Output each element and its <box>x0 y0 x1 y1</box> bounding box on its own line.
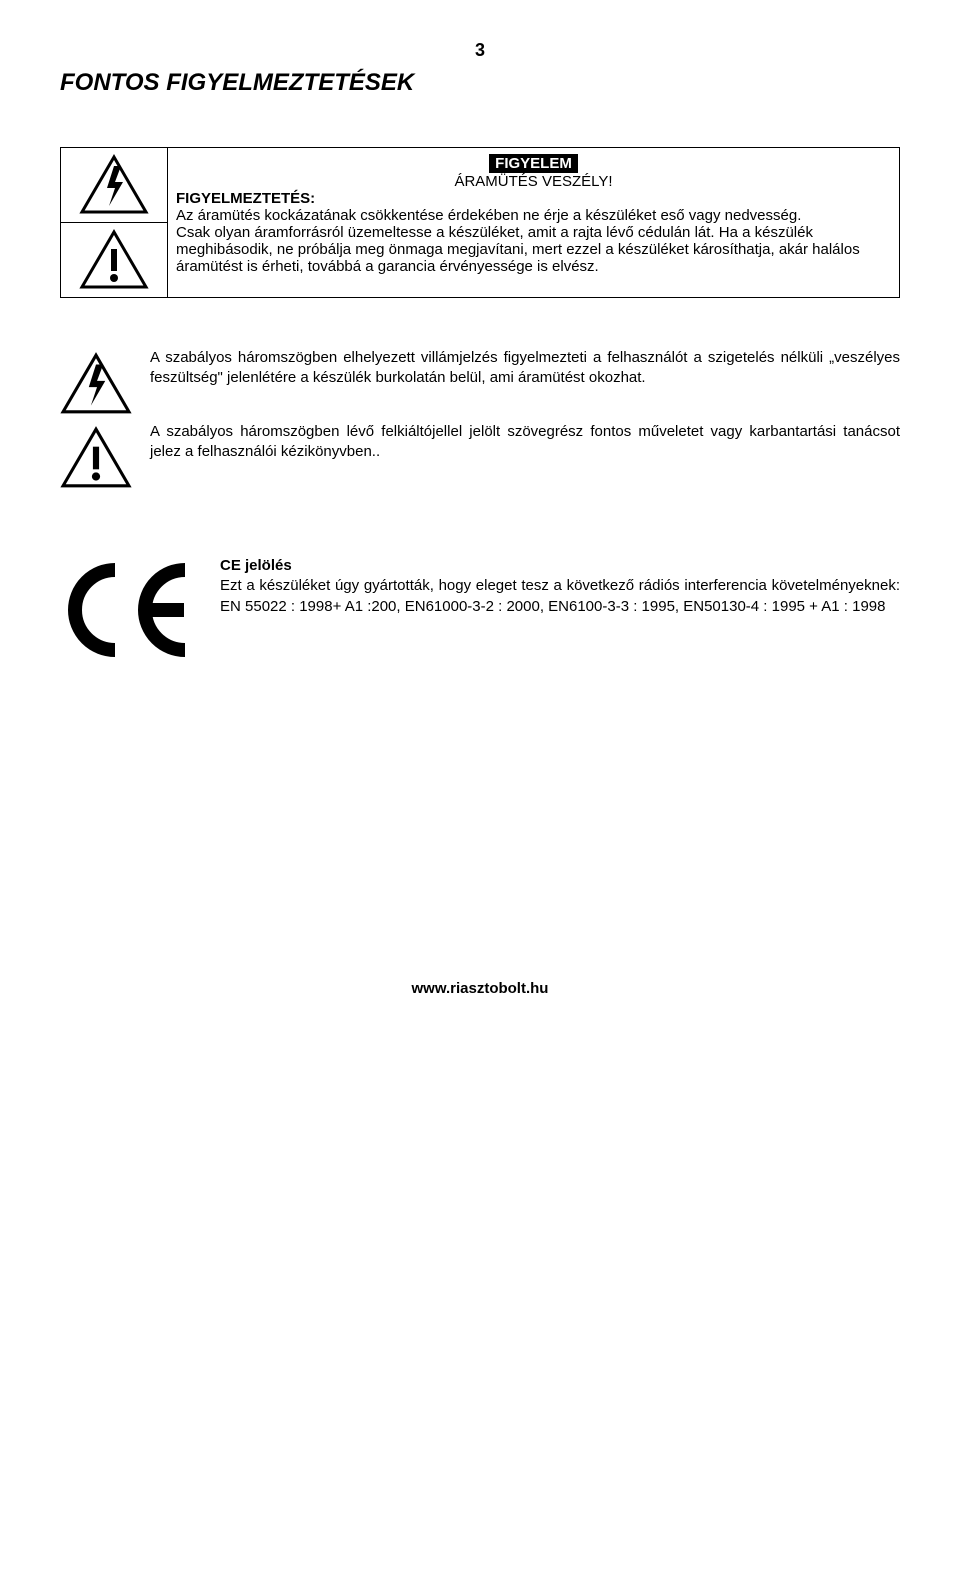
ce-mark-icon <box>60 560 200 660</box>
lightning-explanation: A szabályos háromszögben elhelyezett vil… <box>60 348 900 496</box>
aramutes-row: ÁRAMÜTÉS VESZÉLY! <box>176 173 891 190</box>
footer-url: www.riasztobolt.hu <box>60 980 900 997</box>
ce-title: CE jelölés <box>220 557 292 574</box>
exclaim-icon-float <box>60 426 132 490</box>
main-title: FONTOS FIGYELMEZTETÉSEK <box>60 69 900 97</box>
exclaim-icon-cell <box>61 223 168 298</box>
ce-section: CE jelölés Ezt a készüléket úgy gyártott… <box>60 556 900 660</box>
warning-table: FIGYELEM ÁRAMÜTÉS VESZÉLY! FIGYELMEZTETÉ… <box>60 147 900 298</box>
lightning-icon-float <box>60 352 132 416</box>
lightning-icon-cell <box>61 148 168 223</box>
lightning-triangle-icon <box>60 352 132 416</box>
warning-text-1: Az áramütés kockázatának csökkentése érd… <box>176 207 801 224</box>
exclaim-triangle-icon <box>60 426 132 490</box>
lightning-triangle-icon <box>79 154 149 216</box>
figyelmeztetes-label: FIGYELMEZTETÉS: <box>176 190 315 207</box>
warning-text-2: Csak olyan áramforrásról üzemeltesse a k… <box>176 224 860 275</box>
page-number: 3 <box>60 40 900 61</box>
figyelem-row: FIGYELEM <box>176 154 891 173</box>
warning-body: FIGYELMEZTETÉS: Az áramütés kockázatának… <box>176 190 891 275</box>
exclaim-triangle-icon <box>79 229 149 291</box>
figyelem-label: FIGYELEM <box>489 154 578 173</box>
warning-text-cell: FIGYELEM ÁRAMÜTÉS VESZÉLY! FIGYELMEZTETÉ… <box>168 148 900 298</box>
ce-body: Ezt a készüléket úgy gyártották, hogy el… <box>220 577 900 614</box>
para-exclaim: A szabályos háromszögben lévő felkiáltój… <box>60 422 900 463</box>
para-lightning: A szabályos háromszögben elhelyezett vil… <box>60 348 900 389</box>
